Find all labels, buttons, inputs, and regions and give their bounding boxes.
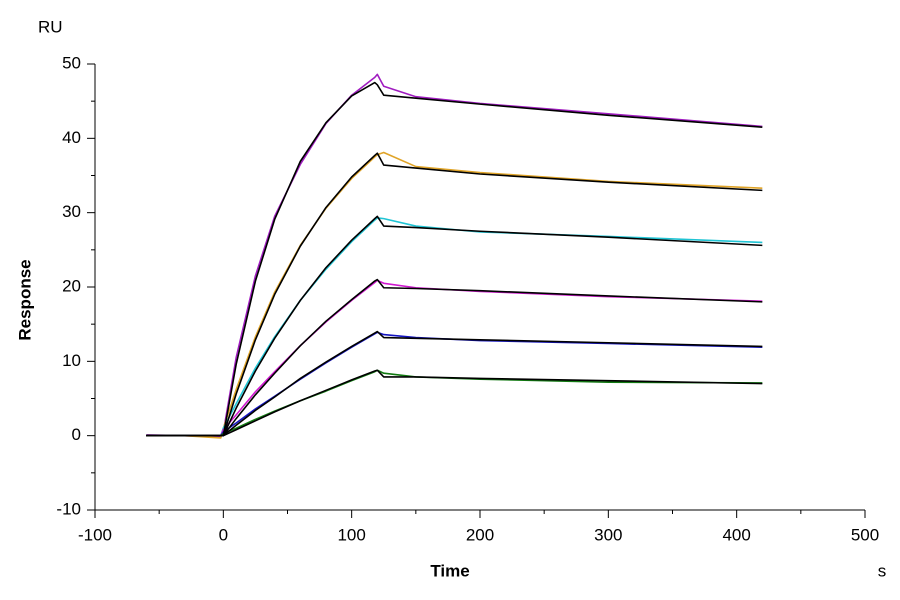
y-tick-label: 50 [62, 53, 81, 72]
y-tick-label: 20 [62, 276, 81, 295]
x-axis-label: Time [430, 561, 469, 580]
sensorgram-curve [146, 152, 763, 437]
y-tick-label: 30 [62, 202, 81, 221]
y-tick-label: -10 [56, 499, 81, 518]
sensorgram-curve [146, 369, 763, 437]
y-unit: RU [38, 17, 63, 36]
sensorgram-curve [146, 215, 763, 437]
x-tick-label: 400 [722, 525, 750, 544]
y-tick-label: 40 [62, 128, 81, 147]
sensorgram-curve [146, 279, 763, 437]
x-tick-label: -100 [78, 525, 112, 544]
x-tick-label: 500 [851, 525, 879, 544]
x-unit: s [878, 561, 887, 580]
x-tick-label: 200 [466, 525, 494, 544]
y-axis-label: Response [15, 259, 34, 340]
x-tick-label: 0 [219, 525, 228, 544]
y-tick-label: 0 [72, 425, 81, 444]
y-tick-label: 10 [62, 351, 81, 370]
x-tick-label: 300 [594, 525, 622, 544]
sensorgram-curve [146, 151, 763, 439]
x-tick-label: 100 [337, 525, 365, 544]
